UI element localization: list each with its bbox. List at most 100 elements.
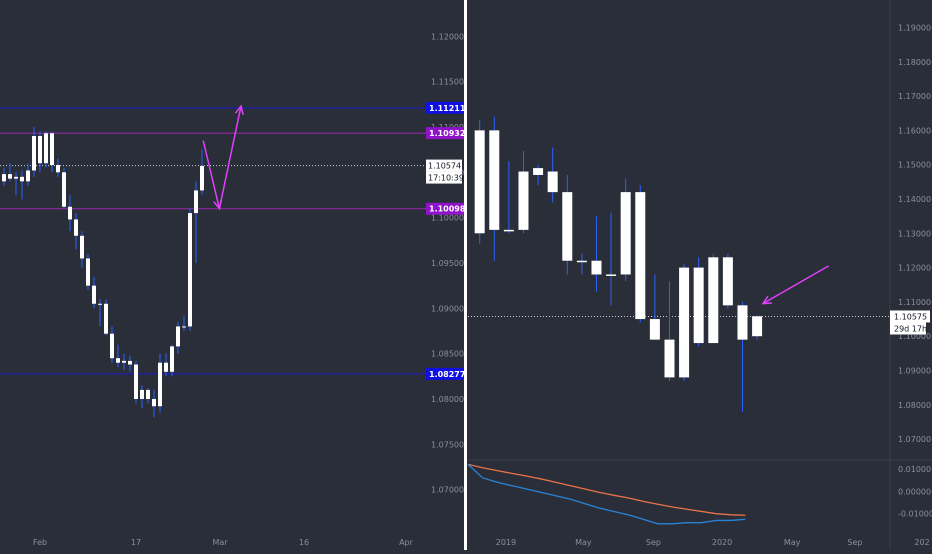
left-projection-arrowhead — [234, 104, 244, 116]
right-candle-body — [606, 274, 617, 276]
right-candle-body — [503, 229, 514, 232]
right-y-tick-label: 1.15000 — [898, 161, 931, 170]
left-level-label: 1.10932 — [429, 129, 465, 138]
osc-y-tick-label: -0.01000 — [898, 510, 932, 519]
left-candle-body — [20, 176, 24, 182]
right-x-tick-label: May — [575, 538, 592, 547]
right-y-tick-label: 1.12000 — [898, 264, 931, 273]
left-level-label-bg — [426, 101, 464, 114]
left-candle-body — [26, 170, 30, 182]
left-y-tick-label: 1.09500 — [431, 259, 464, 268]
right-candle-body — [474, 130, 485, 234]
left-candle-body — [32, 136, 36, 171]
left-level-label-bg — [426, 127, 464, 140]
osc-y-tick-label: 0.00000 — [898, 487, 931, 496]
left-pane-daily-chart[interactable]: 1.07000 1.07500 1.08000 1.08500 1.09000 1.095… — [0, 0, 466, 550]
left-candle-body — [56, 165, 60, 173]
right-y-tick-label: 1.18000 — [898, 58, 931, 67]
left-candle-body — [176, 326, 180, 347]
right-candle-body — [576, 260, 587, 263]
right-countdown-label: 29d 17h — [894, 324, 927, 333]
right-pointer-arrowhead — [761, 295, 772, 305]
left-countdown-label: 17:10:39 — [428, 174, 464, 183]
left-projection-mid-arrowhead — [213, 199, 223, 211]
right-countdown-label-bg — [890, 322, 926, 335]
left-candle-body — [110, 333, 114, 359]
left-candle-body — [158, 362, 162, 407]
left-candle-body — [140, 389, 144, 399]
left-candle-body — [8, 174, 12, 179]
right-x-tick-label: Sep — [646, 538, 661, 547]
left-candle-body — [80, 235, 84, 259]
right-x-tick-label: 202 — [914, 538, 929, 547]
left-y-tick-label: 1.07500 — [431, 440, 464, 449]
left-candle-body — [188, 213, 192, 327]
right-last-price-label: 1.10575 — [894, 312, 927, 321]
right-candle-body — [679, 267, 690, 378]
left-candle-body — [74, 219, 78, 236]
right-candle-body — [752, 316, 763, 337]
right-candle-body — [722, 257, 733, 306]
right-x-tick-label: 2020 — [712, 538, 732, 547]
left-x-tick-label: Mar — [212, 538, 228, 547]
left-level-label: 1.11211 — [429, 104, 466, 113]
left-y-tick-label: 1.12000 — [431, 32, 464, 41]
osc-y-tick-label: 0.01000 — [898, 465, 931, 474]
right-candle-body — [547, 171, 558, 193]
right-candle-body — [693, 267, 704, 344]
left-last-price-label-bg — [426, 159, 462, 172]
osc-series-line — [467, 463, 746, 525]
right-y-tick-label: 1.13000 — [898, 229, 931, 238]
left-y-tick-label: 1.07000 — [431, 486, 464, 495]
left-candle-body — [128, 360, 132, 365]
right-candle-body — [518, 171, 529, 230]
left-y-tick-label: 1.10000 — [431, 214, 464, 223]
right-candle-body — [708, 257, 719, 344]
right-x-tick-label: Sep — [847, 538, 862, 547]
right-y-tick-label: 1.08000 — [898, 401, 931, 410]
left-candle-body — [116, 358, 120, 363]
left-candle-body — [164, 362, 168, 372]
left-candle-body — [14, 176, 18, 179]
right-y-tick-label: 1.19000 — [898, 23, 931, 32]
left-candle-body — [182, 326, 186, 328]
left-candle-body — [92, 285, 96, 304]
right-pane-monthly-chart[interactable]: 1.07000 1.08000 1.09000 1.10000 1.11000 1.120… — [468, 0, 932, 550]
left-x-tick-label: Apr — [399, 538, 414, 547]
oscillator-pane[interactable]: 0.01000 0.00000 -0.01000 — [467, 463, 932, 525]
left-candle-body — [200, 165, 204, 191]
left-candle-body — [38, 136, 42, 164]
left-candle-body — [146, 389, 150, 399]
left-candle-body — [170, 346, 174, 372]
right-candle-body — [533, 168, 544, 175]
right-y-tick-label: 1.17000 — [898, 92, 931, 101]
left-candle-body — [44, 133, 48, 164]
left-level-label: 1.08277 — [429, 370, 465, 379]
left-y-tick-label: 1.08000 — [431, 395, 464, 404]
left-candle-body — [86, 258, 90, 286]
left-candle-body — [152, 398, 156, 407]
right-x-tick-label: 2019 — [496, 538, 516, 547]
left-x-tick-label: 16 — [299, 538, 309, 547]
right-y-tick-label: 1.16000 — [898, 126, 931, 135]
right-candle-body — [664, 339, 675, 378]
right-candle-body — [562, 192, 573, 261]
left-level-label-bg — [426, 202, 464, 215]
left-y-tick-label: 1.09000 — [431, 304, 464, 313]
left-y-tick-label: 1.08500 — [431, 350, 464, 359]
left-x-tick-label: 17 — [131, 538, 141, 547]
right-candle-body — [591, 260, 602, 275]
osc-series-line — [467, 463, 746, 516]
right-y-tick-label: 1.09000 — [898, 367, 931, 376]
right-candle-body — [737, 305, 748, 340]
right-y-tick-label: 1.07000 — [898, 435, 931, 444]
left-price-axis-area — [426, 0, 465, 550]
left-candle-body — [104, 303, 108, 334]
right-y-tick-label: 1.10000 — [898, 332, 931, 341]
left-candle-body — [122, 360, 126, 363]
left-level-label-bg — [426, 367, 464, 380]
right-y-tick-label: 1.11000 — [898, 298, 931, 307]
left-candle-body — [2, 174, 6, 182]
left-level-label: 1.10098 — [429, 205, 466, 214]
